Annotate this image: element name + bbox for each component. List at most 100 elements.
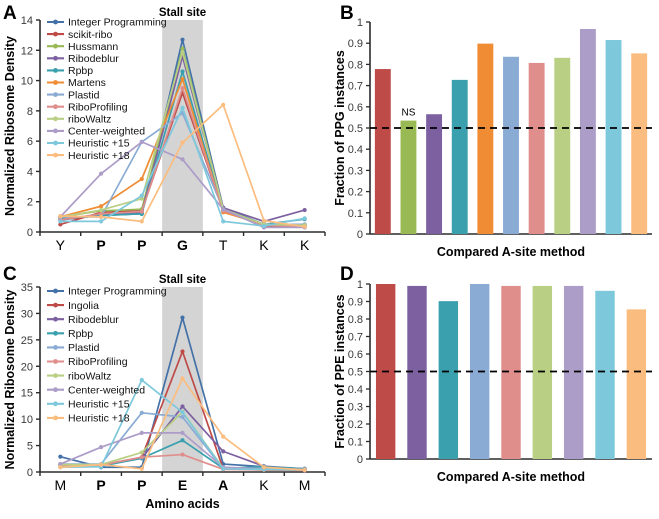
panel-c-data-point — [261, 465, 267, 470]
panel-c-letter: C — [3, 264, 17, 285]
panel-c-legend-label: Heuristic +18 — [68, 413, 130, 425]
panel-b: B 0 0.1 0.2 0.3 0.4 0.5 0.6 0.7 0.8 0.9 1 NS Fractio… — [332, 0, 659, 259]
panel-c-data-point — [180, 414, 185, 420]
panel-a-data-point — [180, 76, 185, 82]
panel-c-data-point — [180, 410, 185, 415]
panel-d-x-axis-title: Compared A-site method — [437, 470, 585, 484]
panel-b-bar — [554, 57, 571, 234]
panel-a-data-point — [261, 218, 267, 223]
panel-b-bar — [528, 62, 545, 234]
panel-d-chart: 0 0.1 0.2 0.3 0.4 0.5 0.6 0.7 0.8 0.9 1 Fraction of… — [333, 279, 652, 484]
panel-c-legend: Integer Programming Ingolia Ribodeblur Rpbp… — [47, 286, 167, 425]
panel-a-y-tick-label: 8 — [27, 106, 33, 118]
panel-b-bar — [605, 40, 622, 234]
panel-d-y-axis-title: Fraction of PPE instances — [333, 294, 347, 448]
panel-a-legend-label: scikit-ribo — [68, 29, 112, 41]
panel-a-data-point — [139, 193, 144, 198]
panel-b-bar — [503, 56, 519, 234]
panel-b-y-tick-label: 0.8 — [348, 59, 363, 71]
panel-c-legend-label: Rpbp — [68, 328, 93, 340]
panel-d-y-tick-label: 0.3 — [348, 402, 363, 414]
panel-c-data-point — [180, 404, 185, 409]
panel-b-chart: 0 0.1 0.2 0.3 0.4 0.5 0.6 0.7 0.8 0.9 1 NS Fraction … — [333, 17, 652, 259]
panel-a-x-category-label: G — [177, 237, 188, 253]
panel-a-data-point — [302, 216, 307, 221]
panel-b-y-tick-label: 0.1 — [348, 208, 363, 220]
panel-a-y-tick-label: 2 — [27, 197, 33, 209]
panel-c: C Stall site 0 5 10 15 20 25 30 35 M P P E A K M Normali… — [0, 259, 332, 519]
panel-a-legend-marker — [53, 43, 58, 49]
panel-a-stall-site-label: Stall site — [159, 7, 206, 19]
panel-a-legend-label: RiboProfiling — [68, 101, 128, 113]
panel-c-legend-label: Ribodeblur — [68, 314, 119, 326]
panel-c-legend-marker — [53, 345, 58, 350]
panel-d-bar — [626, 309, 647, 459]
panel-a-y-axis-title: Normalized Ribosome Density — [3, 36, 17, 216]
panel-a-data-point — [58, 219, 63, 224]
panel-c-x-category-label: P — [137, 477, 146, 493]
panel-a-legend-label: Hussmann — [68, 41, 118, 53]
panel-c-x-axis-title: Amino acids — [145, 497, 219, 511]
panel-c-x-category-label: M — [299, 477, 311, 493]
panel-c-y-tick-label: 35 — [21, 282, 33, 294]
panel-d-bar — [407, 285, 427, 459]
panel-d-y-tick-label: 0.7 — [348, 332, 363, 344]
panel-d-y-tick-label: 1 — [357, 279, 363, 291]
panel-d-y-tick-label: 0.4 — [348, 384, 363, 396]
panel-b-ns-annotation: NS — [402, 108, 416, 119]
panel-a-data-point — [221, 102, 226, 107]
panel-a-legend-label: riboWaltz — [68, 114, 111, 126]
panel-a-legend-label: Heuristic +15 — [68, 138, 130, 150]
panel-b-y-tick-label: 0.2 — [348, 187, 363, 199]
panel-d-letter: D — [340, 264, 354, 285]
panel-a-legend-label: Heuristic +18 — [68, 150, 130, 162]
panel-d-y-tick-label: 0.5 — [348, 367, 363, 379]
panel-d-bar — [563, 285, 584, 459]
panel-c-y-tick-label: 15 — [21, 388, 33, 400]
panel-c-legend-label: Center-weighted — [68, 384, 145, 396]
panel-a-data-point — [180, 86, 185, 91]
panel-a-data-point — [180, 46, 185, 51]
panel-a-legend-label: Rpbp — [68, 65, 93, 77]
panel-a-x-category-label: K — [300, 237, 310, 253]
panel-b-bar — [374, 69, 391, 235]
panel-c-data-point — [180, 430, 185, 435]
panel-c-y-tick-label: 0 — [27, 467, 33, 479]
panel-c-data-point — [139, 466, 144, 471]
panel-a-legend-marker — [53, 152, 58, 158]
panel-c-data-point — [221, 466, 226, 471]
panel-c-y-tick-label: 5 — [27, 441, 33, 453]
panel-a-legend-label: Plastid — [68, 89, 100, 101]
panel-a-letter: A — [3, 3, 17, 24]
panel-a-legend-marker — [53, 31, 58, 37]
panel-b-y-tick-label: 1 — [357, 17, 363, 29]
panel-b-y-tick-label: 0.3 — [348, 165, 363, 177]
panel-b-y-tick-label: 0.7 — [348, 81, 363, 93]
panel-c-stall-site-label: Stall site — [159, 274, 206, 286]
panel-c-y-tick-label: 30 — [21, 308, 33, 320]
panel-a-y-tick-label: 4 — [27, 166, 33, 178]
panel-a-legend-marker — [53, 116, 58, 122]
panel-c-x-category-label: A — [218, 477, 228, 493]
panel-a-y-tick-label: 6 — [27, 136, 33, 148]
panel-b-bar — [426, 114, 443, 234]
panel-b-bar — [477, 43, 494, 235]
panel-d-bar — [595, 290, 615, 459]
panel-c-legend-label: Ingolia — [68, 300, 99, 312]
panel-c-legend-marker — [53, 316, 58, 322]
panel-a-data-point — [302, 224, 307, 229]
panel-c-data-point — [180, 349, 185, 354]
panel-a-legend-label: Center-weighted — [68, 126, 145, 138]
panel-c-y-tick-label: 25 — [21, 335, 33, 347]
panel-a-legend-marker — [53, 19, 58, 25]
panel-b-y-axis-title: Fraction of PPG instances — [333, 50, 347, 206]
panel-a-data-point — [98, 207, 104, 213]
panel-c-legend-label: Integer Programming — [68, 286, 167, 298]
panel-c-y-axis-title: Normalized Ribosome Density — [3, 290, 17, 470]
panel-a-data-point — [180, 49, 185, 54]
panel-a-data-point — [180, 37, 185, 42]
panel-d: D 0 0.1 0.2 0.3 0.4 0.5 0.6 0.7 0.8 0.9 1 Fraction … — [332, 259, 659, 519]
panel-c-data-point — [98, 462, 104, 467]
panel-a-legend-marker — [53, 104, 58, 110]
panel-a-data-point — [180, 157, 185, 162]
